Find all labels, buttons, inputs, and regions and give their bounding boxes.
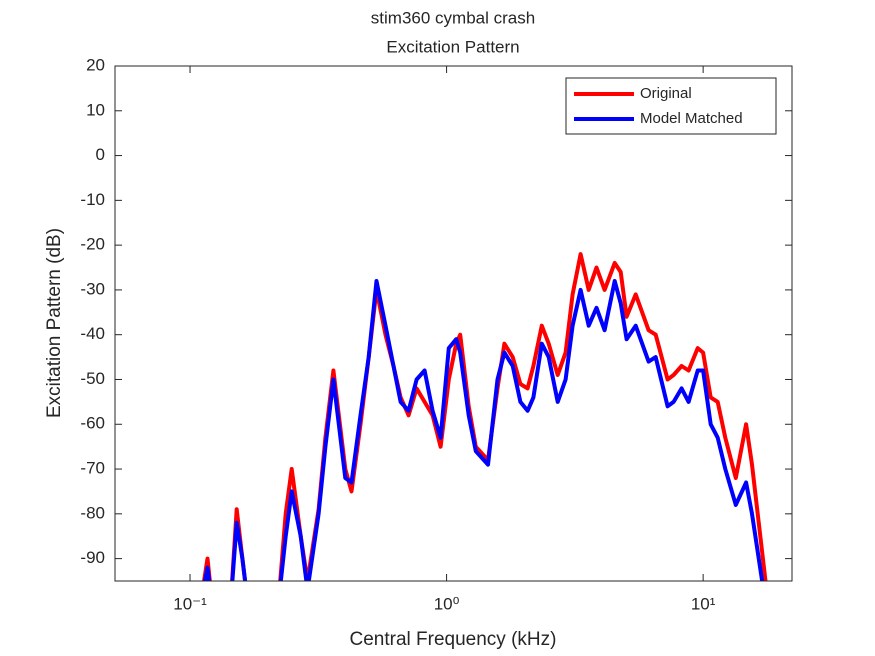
y-tick-label: -40 [80, 324, 105, 343]
y-tick-label: -50 [80, 369, 105, 388]
y-tick-label: -60 [80, 414, 105, 433]
y-tick-label: -20 [80, 235, 105, 254]
axes-box [114, 65, 793, 582]
x-tick-label: 10⁰ [434, 594, 460, 613]
y-tick-label: -30 [80, 279, 105, 298]
y-tick-label: -80 [80, 503, 105, 522]
legend-box [565, 77, 777, 135]
y-tick-label: 20 [86, 55, 105, 74]
legend-label: Model Matched [640, 110, 743, 127]
x-tick-label: 10¹ [691, 594, 716, 613]
y-tick-label: -10 [80, 190, 105, 209]
series-line [202, 279, 765, 581]
y-tick-label: -70 [80, 459, 105, 478]
plot-area [202, 252, 768, 581]
chart-subtitle: Excitation Pattern [386, 37, 519, 56]
x-tick-label: 10⁻¹ [173, 594, 207, 613]
y-axis-label: Excitation Pattern (dB) [44, 228, 65, 418]
y-tick-label: -90 [80, 548, 105, 567]
y-tick-label: 0 [96, 145, 105, 164]
legend-label: Original [640, 85, 692, 102]
chart-title: stim360 cymbal crash [371, 8, 535, 27]
y-tick-label: 10 [86, 100, 105, 119]
x-axis-label: Central Frequency (kHz) [350, 629, 557, 650]
